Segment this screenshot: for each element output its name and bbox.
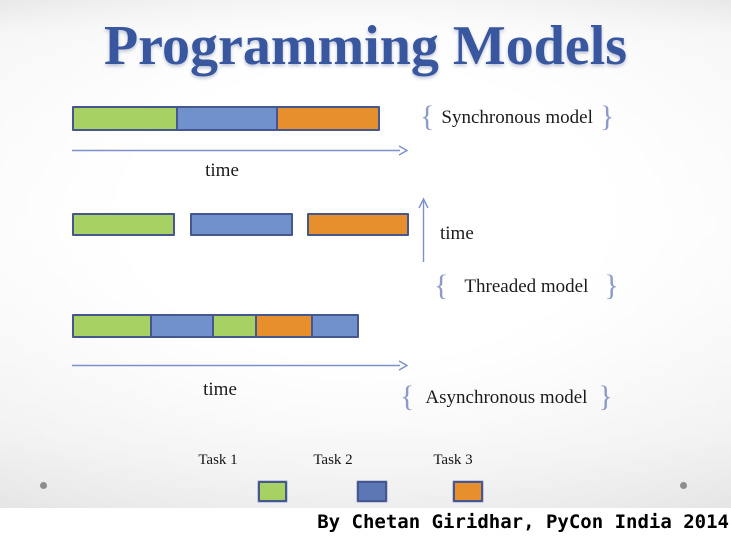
asynchronous-time-axis-arrow	[72, 360, 409, 371]
close-brace: }	[604, 269, 619, 302]
threaded-bar-task-1	[72, 213, 175, 236]
attribution-text: By Chetan Giridhar, PyCon India 2014	[317, 511, 729, 533]
legend-swatch-task-3	[453, 481, 483, 502]
open-brace: {	[434, 269, 449, 302]
asynchronous-model-label: { Asynchronous model }	[400, 380, 613, 413]
synchronous-time-label: time	[205, 160, 239, 181]
close-brace: }	[598, 380, 613, 413]
legend-label-task-1: Task 1	[198, 452, 238, 468]
threaded-model-label: { Threaded model }	[434, 269, 619, 302]
asynchronous-time-label: time	[203, 379, 237, 400]
threaded-bar-task-3	[307, 213, 409, 236]
legend-swatch-task-2	[357, 481, 387, 502]
segment-task-2	[175, 108, 277, 129]
synchronous-time-axis-arrow	[72, 145, 409, 156]
close-brace: }	[599, 100, 615, 133]
threaded-model-label-text: Threaded model	[464, 276, 589, 297]
segment-task-1	[74, 316, 150, 336]
asynchronous-timeline-bar	[72, 314, 359, 338]
threaded-time-axis-arrow	[418, 197, 429, 262]
slide-title: Programming Models	[103, 15, 628, 77]
threaded-bar-task-2	[190, 213, 293, 236]
slide-nav-dot-left[interactable]	[40, 482, 47, 489]
open-brace: {	[420, 100, 435, 133]
slide-canvas: Programming Models time { Synchronous mo…	[0, 0, 731, 508]
slide-nav-dot-right[interactable]	[680, 482, 687, 489]
threaded-time-label: time	[440, 223, 474, 244]
legend-label-task-2: Task 2	[313, 452, 353, 468]
legend-label-task-3: Task 3	[433, 452, 473, 468]
segment-task-1	[212, 316, 256, 336]
segment-task-2	[310, 316, 357, 336]
asynchronous-model-label-text: Asynchronous model	[425, 387, 588, 408]
synchronous-model-label: { Synchronous model }	[420, 100, 615, 133]
synchronous-timeline-bar	[72, 106, 380, 131]
segment-task-3	[255, 316, 311, 336]
synchronous-model-label-text: Synchronous model	[441, 107, 593, 128]
segment-task-2	[149, 316, 213, 336]
segment-task-1	[74, 108, 176, 129]
legend-swatch-task-1	[258, 481, 287, 502]
open-brace: {	[400, 380, 415, 413]
segment-task-3	[276, 108, 378, 129]
